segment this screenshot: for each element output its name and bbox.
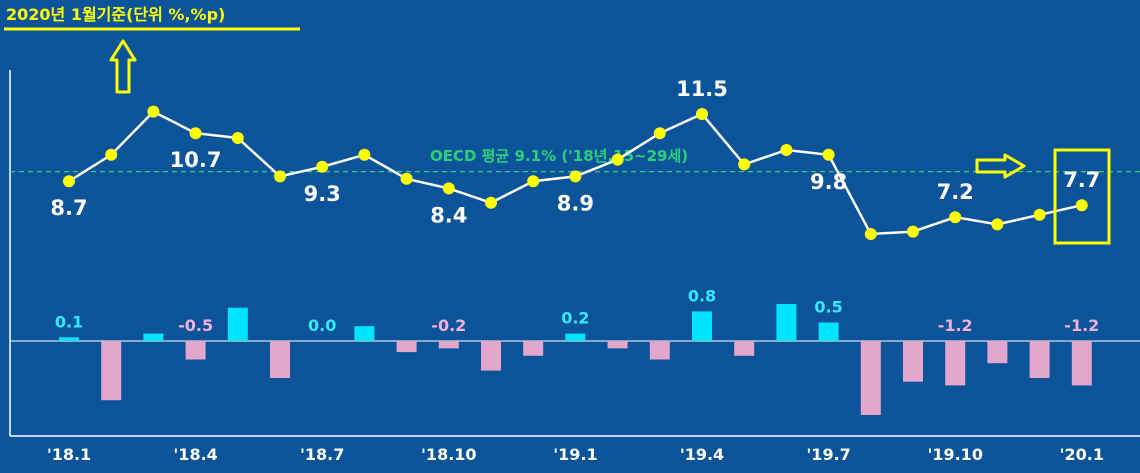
line-point-17 xyxy=(780,144,793,156)
up-arrow-icon xyxy=(109,39,137,94)
line-point-3 xyxy=(189,127,202,140)
line-point-7 xyxy=(358,148,371,161)
line-point-10 xyxy=(485,196,497,209)
bar-21 xyxy=(945,341,966,386)
bar-15 xyxy=(692,311,712,341)
bar-value-label: -1.2 xyxy=(938,316,973,335)
x-tick-labels: '18.1 '18.4 '18.7 '18.10 '19.1 '19.4 '19.7 '19.… xyxy=(47,445,1104,464)
bar-value-label: 0.0 xyxy=(308,316,336,335)
line-point-16 xyxy=(738,158,751,171)
bar-22 xyxy=(987,341,1008,364)
bar-value-label: 0.1 xyxy=(55,312,83,331)
bar-value-label: -0.2 xyxy=(431,316,466,335)
bar-14 xyxy=(649,341,670,360)
bar-18 xyxy=(818,322,839,341)
bar-10 xyxy=(481,341,501,371)
line-point-6 xyxy=(316,160,329,173)
line-value-label: 9.8 xyxy=(810,170,847,194)
bar-11 xyxy=(523,341,544,356)
line-value-label: 10.7 xyxy=(170,148,222,172)
bar-5 xyxy=(270,341,290,378)
bar-13 xyxy=(607,341,628,349)
line-point-8 xyxy=(400,172,413,185)
x-tick-label: '19.4 xyxy=(680,445,724,464)
x-tick-label: '19.10 xyxy=(927,445,983,464)
chart-title: 2020년 1월기준(단위 %,%p) xyxy=(6,5,225,24)
bar-8 xyxy=(396,341,417,353)
bar-17 xyxy=(776,304,797,341)
oecd-average-label: OECD 평균 9.1% ('18년,15~29세) xyxy=(430,147,688,165)
line-points xyxy=(63,105,1088,240)
bar-9 xyxy=(438,341,459,349)
line-value-label: 7.2 xyxy=(937,180,974,204)
highlight-box xyxy=(1053,148,1111,245)
bar-value-label: -1.2 xyxy=(1064,316,1099,335)
x-tick-label: '19.1 xyxy=(553,445,597,464)
line-point-12 xyxy=(569,170,582,183)
bar-2 xyxy=(143,333,164,341)
line-point-14 xyxy=(653,127,666,140)
bar-16 xyxy=(734,341,755,356)
bar-value-label: -0.5 xyxy=(178,316,213,335)
line-point-0 xyxy=(63,175,75,188)
bar-1 xyxy=(101,341,122,401)
line-point-15 xyxy=(696,108,708,120)
bar-7 xyxy=(354,326,375,341)
line-value-label: 8.9 xyxy=(557,191,594,215)
line-point-18 xyxy=(822,148,835,161)
x-tick-label: '18.1 xyxy=(47,445,91,464)
bar-19 xyxy=(860,341,881,415)
line-value-label: 8.4 xyxy=(430,203,467,227)
line-value-label: 11.5 xyxy=(676,77,728,101)
bar-20 xyxy=(903,341,923,382)
line-point-23 xyxy=(1033,208,1046,221)
line-value-labels: 8.7 10.7 9.3 8.4 8.9 11.5 9.8 7.2 7.7 xyxy=(50,77,1100,227)
line-point-24 xyxy=(1075,199,1088,212)
bar-4 xyxy=(227,307,248,341)
line-point-4 xyxy=(231,132,244,144)
bar-series xyxy=(59,304,1092,415)
bar-24 xyxy=(1071,341,1092,386)
right-arrow-icon xyxy=(975,153,1026,179)
line-value-label: 8.7 xyxy=(50,196,87,220)
x-tick-label: '19.7 xyxy=(806,445,850,464)
line-point-22 xyxy=(991,218,1004,231)
line-point-9 xyxy=(442,182,455,195)
x-tick-label: '20.1 xyxy=(1060,445,1104,464)
bar-12 xyxy=(565,333,586,341)
line-point-11 xyxy=(527,175,540,188)
line-point-2 xyxy=(147,105,160,118)
line-value-label: 9.3 xyxy=(304,182,341,206)
bar-0 xyxy=(59,337,79,341)
line-point-13 xyxy=(611,153,624,166)
line-point-20 xyxy=(907,225,919,238)
x-tick-label: '18.4 xyxy=(173,445,217,464)
bar-3 xyxy=(185,341,206,360)
bar-value-label: 0.8 xyxy=(688,286,716,305)
bar-value-label: 0.2 xyxy=(561,309,589,328)
line-point-5 xyxy=(274,170,286,183)
x-tick-label: '18.7 xyxy=(300,445,344,464)
line-point-21 xyxy=(949,211,962,224)
bar-value-label: 0.5 xyxy=(814,298,842,317)
line-point-19 xyxy=(864,228,877,240)
line-value-label: 7.7 xyxy=(1063,168,1100,192)
bar-23 xyxy=(1029,341,1050,378)
x-tick-label: '18.10 xyxy=(421,445,477,464)
bar-value-labels: 0.1 -0.5 0.0 -0.2 0.2 0.8 0.5 -1.2 -1.2 xyxy=(55,286,1099,335)
line-point-1 xyxy=(105,148,118,161)
